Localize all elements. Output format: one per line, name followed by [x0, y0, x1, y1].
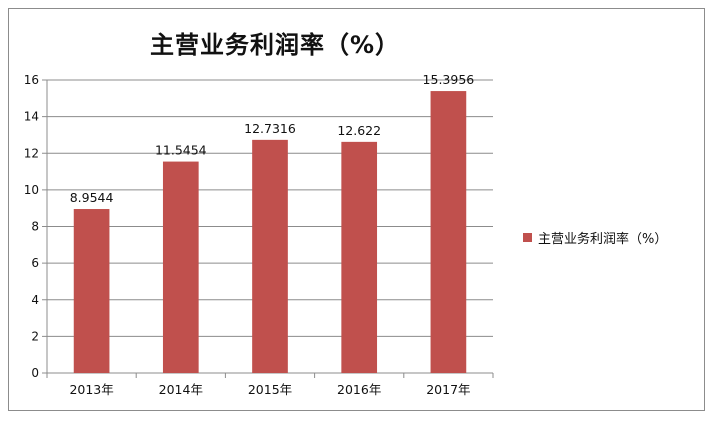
- x-tick-label: 2017年: [426, 382, 470, 397]
- legend-label: 主营业务利润率（%）: [538, 232, 668, 247]
- bar: [430, 91, 467, 373]
- y-tick-label: 2: [31, 329, 39, 343]
- data-label: 11.5454: [155, 143, 207, 158]
- y-tick-label: 16: [24, 73, 39, 87]
- chart-frame: 主营业务利润率（%） 0 2 4 6 8 10 12 14 16 8.9544 2013年 11.54…: [8, 8, 705, 411]
- y-tick-label: 6: [31, 256, 39, 270]
- y-tick-label: 0: [31, 366, 39, 380]
- data-label: 12.622: [337, 123, 381, 138]
- legend-swatch: [523, 233, 532, 242]
- y-tick-label: 8: [31, 220, 39, 234]
- bar: [162, 161, 199, 373]
- data-label: 15.3956: [423, 72, 475, 87]
- legend: 主营业务利润率（%）: [523, 228, 667, 247]
- bar: [252, 139, 288, 373]
- bar: [73, 209, 110, 373]
- data-label: 8.9544: [70, 190, 114, 205]
- x-tick-label: 2014年: [159, 382, 203, 397]
- y-tick-label: 12: [24, 146, 39, 160]
- bar: [341, 141, 378, 373]
- plot-area: 0 2 4 6 8 10 12 14 16 8.9544 2013年 11.5454 2014年 12.7…: [24, 72, 494, 397]
- x-tick-label: 2013年: [69, 382, 113, 397]
- data-label: 12.7316: [244, 121, 296, 136]
- y-tick-label: 10: [24, 183, 39, 197]
- chart-title: 主营业务利润率（%）: [149, 31, 401, 59]
- x-tick-label: 2016年: [337, 382, 381, 397]
- x-tick-label: 2015年: [248, 382, 292, 397]
- y-tick-label: 14: [24, 110, 39, 124]
- y-tick-label: 4: [31, 293, 39, 307]
